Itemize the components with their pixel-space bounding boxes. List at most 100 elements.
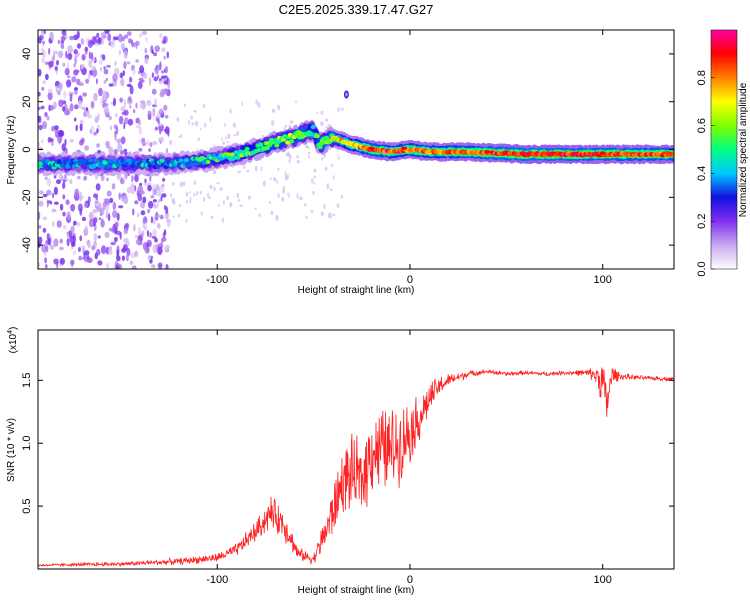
spectrogram-noise-cell xyxy=(85,78,90,84)
spectrogram-noise-cell xyxy=(167,84,171,89)
spectrogram-noise-cell xyxy=(323,204,326,210)
spectrogram-noise-cell xyxy=(313,168,317,173)
spectrogram-noise-cell xyxy=(193,180,197,185)
spectrogram-ridge-cell xyxy=(142,159,148,164)
spectrogram-noise-cell xyxy=(97,260,103,266)
spectrogram-noise-cell xyxy=(165,148,169,154)
spectrogram-noise-cell xyxy=(103,103,109,107)
spectrogram-noise-cell xyxy=(83,175,88,181)
spectrogram-x-label: Height of straight line (km) xyxy=(298,285,415,296)
spectrogram-noise-cell xyxy=(120,136,126,145)
snr-panel: -100 0 100 0.5 1.0 1.5 Height of straight li… xyxy=(6,327,675,596)
spectrogram-noise-cell xyxy=(123,122,126,130)
spectrogram-noise-cell xyxy=(49,105,55,111)
spectrogram-noise-cell xyxy=(325,118,328,122)
spectrogram-noise-cell xyxy=(133,109,136,114)
spectrogram-ridge-cell xyxy=(258,142,264,147)
spectrogram-ridge-cell xyxy=(264,145,270,151)
spectrogram-noise-cell xyxy=(57,39,61,45)
spectrogram-noise-cell xyxy=(149,232,152,238)
spectrogram-noise-cell xyxy=(320,110,324,115)
spectrogram-noise-cell xyxy=(219,187,223,191)
spectrogram-noise-cell xyxy=(73,63,76,68)
colorbar-tick-label: 0.0 xyxy=(696,261,708,276)
spectrogram-noise-cell xyxy=(283,126,286,131)
spectrogram-ridge-cell xyxy=(183,158,189,163)
spectrogram-noise-cell xyxy=(153,76,159,82)
spectrogram-noise-cell xyxy=(99,67,103,72)
spectrogram-ridge-cell xyxy=(57,159,63,164)
spectrogram-noise-cell xyxy=(93,208,97,213)
spectrogram-noise-cell xyxy=(93,216,98,224)
spectrogram-noise-cell xyxy=(114,132,117,141)
spectrogram-noise-cell xyxy=(147,200,154,209)
spectrogram-noise-cell xyxy=(135,124,141,129)
spectrogram-noise-cell xyxy=(50,138,54,142)
spectrogram-noise-cell xyxy=(70,225,75,234)
spectrogram-noise-cell xyxy=(329,212,332,217)
spectrogram-noise-cell xyxy=(66,211,71,220)
spectrogram-noise-cell xyxy=(67,75,71,79)
spectrogram-noise-cell xyxy=(78,246,81,253)
snr-y-multiplier-base: (x10 xyxy=(8,333,19,353)
spectrogram-noise-cell xyxy=(340,194,343,199)
colorbar-tick-label: 0.8 xyxy=(696,70,708,85)
spectrogram-noise-cell xyxy=(116,212,120,221)
spectrogram-noise-cell xyxy=(58,99,64,108)
spectrogram-noise-cell xyxy=(38,36,42,44)
spectrogram-noise-cell xyxy=(44,61,47,65)
spectrogram-noise-cell xyxy=(337,156,340,160)
spectrogram-noise-cell xyxy=(114,61,117,66)
spectrogram-noise-cell xyxy=(63,90,67,99)
spectrogram-noise-cell xyxy=(269,177,272,181)
spectrogram-noise-cell xyxy=(115,36,119,41)
spectrogram-noise-cell xyxy=(130,175,134,183)
spectrogram-noise-cell xyxy=(196,191,199,196)
spectrogram-noise-cell xyxy=(328,147,332,151)
spectrogram-noise-cell xyxy=(320,121,324,127)
spectrogram-noise-cell xyxy=(257,102,261,108)
spectrogram-noise-cell xyxy=(38,236,43,245)
spectrogram-noise-cell xyxy=(137,193,143,202)
snr-y-multiplier-close: ) xyxy=(8,327,19,330)
spectrogram-noise-cell xyxy=(164,114,169,119)
spectrogram-noise-cell xyxy=(69,93,73,102)
spectrogram-noise-cell xyxy=(81,106,86,110)
spectrogram-noise-cell xyxy=(159,122,163,127)
spectrogram-noise-cell xyxy=(102,54,106,61)
spectrogram-panel: -100 0 100 -40 -20 0 20 40 Height of straight … xyxy=(6,29,675,296)
spectrogram-noise-cell xyxy=(135,239,140,245)
spectrogram-noise-cell xyxy=(271,108,276,113)
spectrogram-noise-cell xyxy=(38,142,41,147)
spectrogram-noise-cell xyxy=(305,144,309,149)
spectrogram-noise-cell xyxy=(119,97,124,103)
spectrogram-noise-cell xyxy=(144,178,147,184)
spectrogram-noise-cell xyxy=(60,43,65,50)
spectrogram-noise-cell xyxy=(69,103,74,112)
spectrogram-noise-cell xyxy=(118,50,121,55)
spectrogram-noise-cell xyxy=(124,117,129,125)
spectrogram-noise-cell xyxy=(123,34,129,39)
spectrogram-noise-cell xyxy=(224,122,226,128)
spectrogram-noise-cell xyxy=(77,175,81,180)
spectrogram-noise-cell xyxy=(69,179,73,184)
snr-background xyxy=(38,330,674,569)
spectrogram-noise-cell xyxy=(146,101,152,107)
spectrogram-noise-cell xyxy=(55,85,59,93)
spectrogram-noise-cell xyxy=(79,191,83,199)
spectrogram-noise-cell xyxy=(206,193,210,198)
spectrogram-noise-cell xyxy=(46,116,50,121)
spectrogram-noise-cell xyxy=(47,237,52,246)
spectrogram-noise-cell xyxy=(106,190,112,197)
spectrogram-noise-cell xyxy=(289,120,294,124)
spectrogram-noise-cell xyxy=(285,152,290,157)
snr-x-ticks: -100 0 100 xyxy=(206,330,612,586)
colorbar-tick-label: 0.6 xyxy=(696,118,708,133)
spectrogram-noise-cell xyxy=(152,141,158,145)
spectrogram-noise-cell xyxy=(81,54,86,61)
spectrogram-noise-cell xyxy=(64,110,70,116)
spectrogram-noise-cell xyxy=(143,216,148,225)
spectrogram-noise-cell xyxy=(260,166,263,172)
spectrogram-noise-cell xyxy=(62,224,67,230)
spectrogram-noise-cell xyxy=(90,66,97,71)
